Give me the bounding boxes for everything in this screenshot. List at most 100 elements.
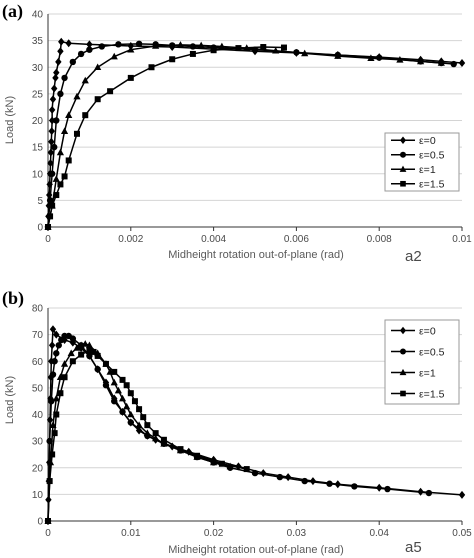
data-point: [102, 360, 109, 367]
data-point: [260, 44, 267, 51]
data-point: [111, 368, 118, 375]
data-point: [272, 46, 280, 54]
data-point: [144, 422, 151, 429]
data-point: [110, 52, 118, 60]
data-point: [48, 341, 56, 350]
data-point: [51, 143, 58, 151]
data-point: [98, 43, 106, 50]
data-point: [48, 127, 55, 136]
data-point: [260, 469, 267, 478]
data-point: [49, 202, 56, 209]
data-point: [301, 49, 309, 57]
legend-marker: [399, 368, 407, 376]
data-point: [197, 41, 205, 49]
data-point: [53, 330, 60, 339]
data-point: [284, 473, 292, 482]
data-point: [114, 386, 122, 394]
data-point: [52, 175, 60, 182]
data-point: [45, 201, 53, 210]
y-axis-label-b: Load (kN): [4, 376, 16, 424]
legend-label: ε=0.5: [419, 346, 445, 358]
data-point: [49, 95, 57, 104]
data-point: [437, 59, 445, 66]
data-point: [47, 148, 55, 157]
panel-label-b: (b): [2, 288, 24, 309]
data-point: [61, 74, 68, 82]
data-point: [115, 41, 122, 48]
y-axis-label-a: Load (kN): [4, 96, 16, 144]
data-point: [135, 421, 143, 428]
legend: ε=0 ε=0.5 ε=1 ε=1.5: [384, 132, 460, 192]
data-point: [235, 462, 242, 471]
data-point: [51, 84, 58, 93]
data-point: [67, 349, 75, 357]
data-point: [48, 137, 55, 146]
data-point: [127, 390, 134, 397]
data-point: [251, 469, 259, 477]
data-point: [243, 466, 250, 473]
y-tick-label: 80: [32, 304, 44, 315]
y-tick-label: 5: [37, 196, 43, 207]
y-tick-label: 15: [32, 143, 44, 154]
data-point: [57, 90, 64, 98]
y-tick-label: 40: [32, 410, 44, 421]
data-point: [210, 458, 218, 466]
data-point: [45, 518, 51, 524]
data-point: [81, 340, 89, 347]
data-point: [48, 116, 56, 125]
data-point: [107, 88, 114, 95]
data-point: [450, 60, 457, 68]
x-tick-label: 0.02: [204, 528, 224, 539]
data-point: [127, 410, 135, 418]
x-tick-label: 0.002: [118, 234, 143, 245]
data-point: [81, 76, 89, 84]
data-point: [276, 473, 284, 481]
data-point: [119, 376, 126, 383]
x-tick-label: 0.01: [121, 528, 141, 539]
data-point: [458, 58, 466, 67]
data-point: [86, 46, 93, 53]
x-tick-label: 0.008: [367, 234, 392, 245]
data-point: [61, 173, 68, 180]
data-point: [51, 430, 58, 437]
data-point: [69, 335, 77, 342]
data-point: [69, 358, 76, 365]
data-point: [69, 58, 77, 66]
data-point: [53, 350, 60, 357]
data-point: [396, 55, 404, 63]
data-point: [94, 352, 101, 359]
data-point: [127, 419, 134, 426]
panel-label-a: (a): [2, 1, 23, 22]
data-point: [85, 341, 93, 349]
data-point: [458, 490, 466, 499]
data-point: [169, 56, 176, 63]
data-point: [46, 458, 55, 466]
data-point: [86, 40, 93, 49]
data-point: [384, 485, 391, 493]
data-point: [48, 397, 55, 405]
series-circle: [44, 40, 457, 231]
x-tick-label: 0.006: [284, 234, 309, 245]
data-point: [73, 92, 81, 100]
legend: ε=0 ε=0.5 ε=1 ε=1.5: [384, 319, 460, 405]
data-point: [53, 68, 60, 77]
data-point: [57, 181, 64, 188]
legend-label: ε=1.5: [419, 388, 445, 400]
y-tick-label: 0: [37, 517, 43, 528]
data-point: [152, 434, 160, 442]
x-tick-label: 0.01: [452, 234, 472, 245]
data-point: [189, 50, 196, 57]
data-point: [49, 451, 56, 458]
data-point: [77, 50, 85, 58]
data-point: [58, 37, 65, 46]
x-axis-label-a: Midheight rotation out-of-plane (rad): [168, 249, 343, 261]
data-point: [57, 390, 64, 397]
data-point: [65, 157, 72, 164]
data-point: [51, 358, 58, 365]
y-tick-label: 25: [32, 89, 44, 100]
data-point: [326, 480, 333, 487]
legend-label: ε=1: [419, 367, 436, 379]
data-point: [86, 347, 93, 354]
series-square: [45, 44, 287, 230]
data-point: [148, 64, 155, 71]
